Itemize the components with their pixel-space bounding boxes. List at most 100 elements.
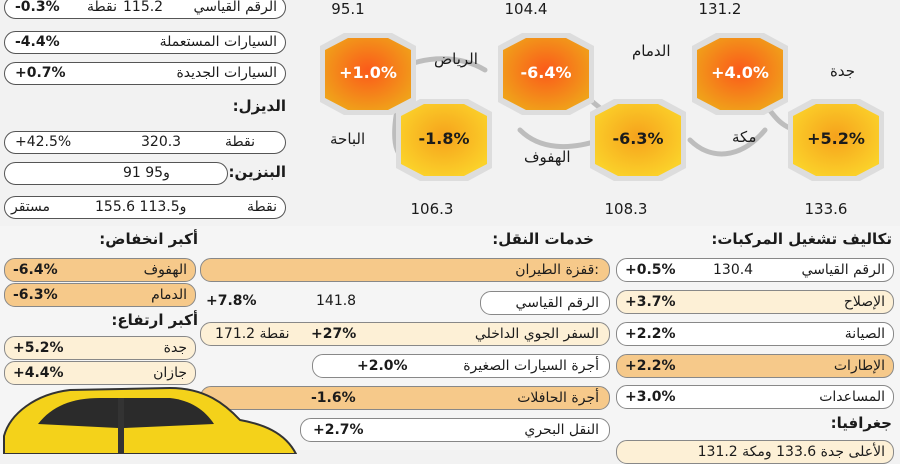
hex-hofuf xyxy=(396,99,492,181)
decline-2-city: الدمام xyxy=(151,287,187,303)
ts-row-index: +7.8% 141.8 xyxy=(200,290,610,314)
rise-1-city: جدة xyxy=(163,340,187,356)
ts-row-bus: -1.6% أجرة الحافلات xyxy=(200,386,610,410)
ts-bus-change: -1.6% xyxy=(311,390,356,406)
petrol-title: البنزين: xyxy=(228,163,286,181)
hex-albaha xyxy=(320,33,416,115)
diesel-unit: نقطة xyxy=(225,134,255,150)
riyadh-change: -6.4% xyxy=(520,63,572,82)
oc-repair-label: الإصلاح xyxy=(843,294,885,310)
new-cars-label: السيارات الجديدة xyxy=(176,65,277,81)
ts-row-taxi: +2.0% أجرة السيارات الصغيرة xyxy=(312,354,610,378)
oc-row-maintenance: +2.2% الصيانة xyxy=(616,322,894,346)
ts-row-aviation: قفزة الطيران: xyxy=(200,258,610,282)
makkah-value: 108.3 xyxy=(604,200,648,218)
petrol-grades-pill: 91 و95 xyxy=(4,162,228,185)
oc-tires-label: الإطارات xyxy=(833,358,885,374)
ts-taxi-label: أجرة السيارات الصغيرة xyxy=(463,358,599,374)
albaha-change: +1.0% xyxy=(339,63,397,82)
hex-riyadh xyxy=(498,33,594,115)
rise-row-1: +5.2% جدة xyxy=(4,336,196,360)
new-cars-change: +0.7% xyxy=(15,65,66,81)
makkah-city: مكة xyxy=(732,128,757,146)
ts-domestic-change: +27% xyxy=(311,326,357,342)
used-cars-label: السيارات المستعملة xyxy=(159,34,277,50)
oc-maintenance-change: +2.2% xyxy=(625,326,676,342)
used-cars-change: -4.4% xyxy=(15,34,60,50)
decline-row-1: -6.4% الهفوف xyxy=(4,258,196,282)
oc-index-change: +0.5% xyxy=(625,262,676,278)
jeddah-value: 133.6 xyxy=(804,200,848,218)
new-cars-pill: +0.7% السيارات الجديدة xyxy=(4,62,286,85)
rise-2-city: جازان xyxy=(153,365,187,381)
jeddah-change: +5.2% xyxy=(807,129,865,148)
ts-index-label: الرقم القياسي xyxy=(515,295,599,311)
petrol-values: 155.6 و113.5 xyxy=(95,199,187,215)
ts-index-value: 141.8 xyxy=(316,293,357,309)
car-illustration xyxy=(3,386,298,454)
oc-aids-change: +3.0% xyxy=(625,389,676,405)
petrol-grades: 91 و95 xyxy=(123,165,170,181)
dammam-city: الدمام xyxy=(632,42,671,60)
index-value: 115.2 xyxy=(123,0,164,15)
oc-row-index: +0.5% 130.4 الرقم القياسي xyxy=(616,258,894,282)
geo-text: الأعلى جدة 133.6 ومكة 131.2 xyxy=(697,444,885,460)
hex-jeddah xyxy=(788,99,884,181)
dammam-value: 131.2 xyxy=(698,0,742,18)
oc-repair-change: +3.7% xyxy=(625,294,676,310)
index-pill: -0.3% نقطة 115.2 الرقم القياسي xyxy=(4,0,286,19)
rise-title: أكبر ارتفاع: xyxy=(111,311,198,329)
oc-maintenance-label: الصيانة xyxy=(844,326,885,342)
ts-row-domestic-air: 171.2 نقطة +27% السفر الجوي الداخلي xyxy=(200,322,610,346)
rise-2-change: +4.4% xyxy=(13,365,64,381)
geo-title: جغرافيا: xyxy=(830,414,892,432)
index-unit: نقطة xyxy=(87,0,117,15)
ts-domestic-value: 171.2 نقطة xyxy=(215,326,290,342)
oc-aids-label: المساعدات xyxy=(819,389,885,405)
decline-1-city: الهفوف xyxy=(143,262,187,278)
rise-row-2: +4.4% جازان xyxy=(4,361,196,385)
geo-row: الأعلى جدة 133.6 ومكة 131.2 xyxy=(616,440,894,464)
ts-domestic-label: السفر الجوي الداخلي xyxy=(474,326,599,342)
makkah-change: -6.3% xyxy=(612,129,664,148)
hex-makkah xyxy=(590,99,686,181)
oc-index-value: 130.4 xyxy=(713,262,754,278)
riyadh-city: الرياض xyxy=(434,50,478,68)
riyadh-value: 104.4 xyxy=(504,0,548,18)
oc-row-aids: +3.0% المساعدات xyxy=(616,385,894,409)
diesel-pill: +42.5% 320.3 نقطة xyxy=(4,131,286,154)
ts-aviation-label: قفزة الطيران: xyxy=(515,262,599,278)
index-label: الرقم القياسي xyxy=(193,0,277,15)
transport-title: خدمات النقل: xyxy=(492,230,594,248)
dammam-change: +4.0% xyxy=(711,63,769,82)
decline-2-change: -6.3% xyxy=(13,287,58,303)
albaha-value: 95.1 xyxy=(331,0,365,18)
diesel-change: +42.5% xyxy=(15,134,72,150)
used-cars-pill: -4.4% السيارات المستعملة xyxy=(4,31,286,54)
hofuf-value: 106.3 xyxy=(410,200,454,218)
oc-row-tires: +2.2% الإطارات xyxy=(616,354,894,378)
ts-sea-change: +2.7% xyxy=(313,422,364,438)
petrol-pill: مستقر 155.6 و113.5 نقطة xyxy=(4,196,286,219)
petrol-status: مستقر xyxy=(11,199,51,215)
hofuf-change: -1.8% xyxy=(418,129,470,148)
ts-sea-label: النقل البحري xyxy=(524,422,599,438)
petrol-unit: نقطة xyxy=(247,199,277,215)
oc-tires-change: +2.2% xyxy=(625,358,676,374)
decline-title: أكبر انخفاض: xyxy=(99,230,198,248)
hofuf-city: الهفوف xyxy=(524,148,571,166)
ts-row-sea: +2.7% النقل البحري xyxy=(300,418,610,442)
operating-costs-title: تكاليف تشغيل المركبات: xyxy=(711,230,892,248)
hex-map xyxy=(320,33,884,181)
ts-taxi-change: +2.0% xyxy=(357,358,408,374)
decline-1-change: -6.4% xyxy=(13,262,58,278)
jeddah-city: جدة xyxy=(830,62,856,80)
decline-row-2: -6.3% الدمام xyxy=(4,283,196,307)
ts-index-change: +7.8% xyxy=(206,293,257,309)
oc-index-label: الرقم القياسي xyxy=(801,262,885,278)
diesel-title: الديزل: xyxy=(232,97,286,115)
rise-1-change: +5.2% xyxy=(13,340,64,356)
diesel-value: 320.3 xyxy=(141,134,182,150)
index-change: -0.3% xyxy=(15,0,60,15)
ts-row-index-label: الرقم القياسي xyxy=(480,291,610,315)
